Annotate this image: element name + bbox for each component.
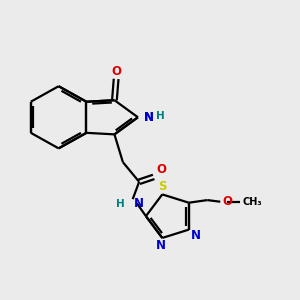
Text: CH₃: CH₃ (243, 197, 262, 207)
Text: H: H (156, 111, 165, 121)
Text: O: O (222, 195, 232, 208)
Text: N: N (134, 197, 144, 210)
Text: H: H (116, 199, 124, 209)
Text: S: S (158, 180, 166, 193)
Text: N: N (156, 238, 166, 252)
Text: N: N (144, 111, 154, 124)
Text: N: N (191, 229, 201, 242)
Text: O: O (111, 65, 121, 78)
Text: O: O (157, 163, 166, 176)
Text: N: N (144, 111, 154, 124)
